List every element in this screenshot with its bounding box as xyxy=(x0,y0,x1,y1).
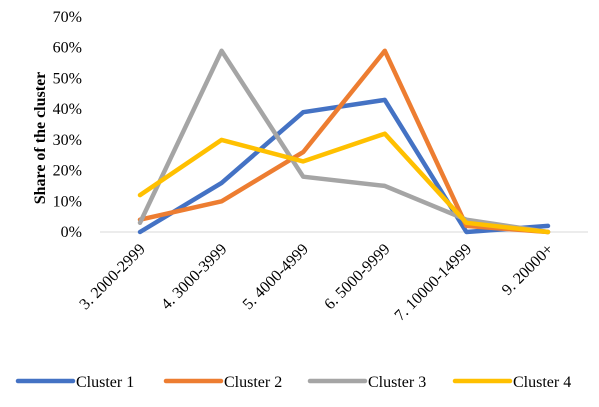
legend-label-cluster-3: Cluster 3 xyxy=(368,374,426,391)
series-line-cluster-3 xyxy=(137,48,551,235)
y-tick-label: 20% xyxy=(53,163,82,180)
y-tick-label: 70% xyxy=(53,9,82,26)
y-axis-ticks: 0% 10% 20% 30% 40% 50% 60% 70% xyxy=(53,9,82,241)
x-tick-label: 6. 5000-9999 xyxy=(321,241,393,313)
x-tick-label: 5. 4000-4999 xyxy=(240,241,312,313)
y-tick-label: 50% xyxy=(53,70,82,87)
series-line-cluster-4 xyxy=(137,131,551,235)
legend-label-cluster-4: Cluster 4 xyxy=(513,374,571,391)
x-tick-label: 3. 2000-2999 xyxy=(76,241,148,313)
legend: Cluster 1 Cluster 2 Cluster 3 Cluster 4 xyxy=(15,374,571,391)
y-tick-label: 10% xyxy=(53,193,82,210)
y-tick-label: 30% xyxy=(53,132,82,149)
legend-label-cluster-1: Cluster 1 xyxy=(76,374,134,391)
legend-label-cluster-2: Cluster 2 xyxy=(224,374,282,391)
series-line-cluster-1 xyxy=(137,97,551,235)
series-line-cluster-2 xyxy=(137,48,551,235)
y-tick-label: 40% xyxy=(53,101,82,118)
x-tick-label: 4. 3000-3999 xyxy=(158,241,230,313)
series-lines xyxy=(137,48,551,235)
y-axis-title: Share of the cluster xyxy=(32,72,49,205)
y-tick-label: 60% xyxy=(53,40,82,57)
x-axis-ticks: 3. 2000-2999 4. 3000-3999 5. 4000-4999 6. 5… xyxy=(76,241,556,325)
y-tick-label: 0% xyxy=(61,224,82,241)
x-tick-label: 9. 20000+ xyxy=(499,241,557,299)
y-axis-title-group: Share of the cluster xyxy=(32,72,49,205)
x-tick-label: 7. 10000-14999 xyxy=(392,241,476,325)
